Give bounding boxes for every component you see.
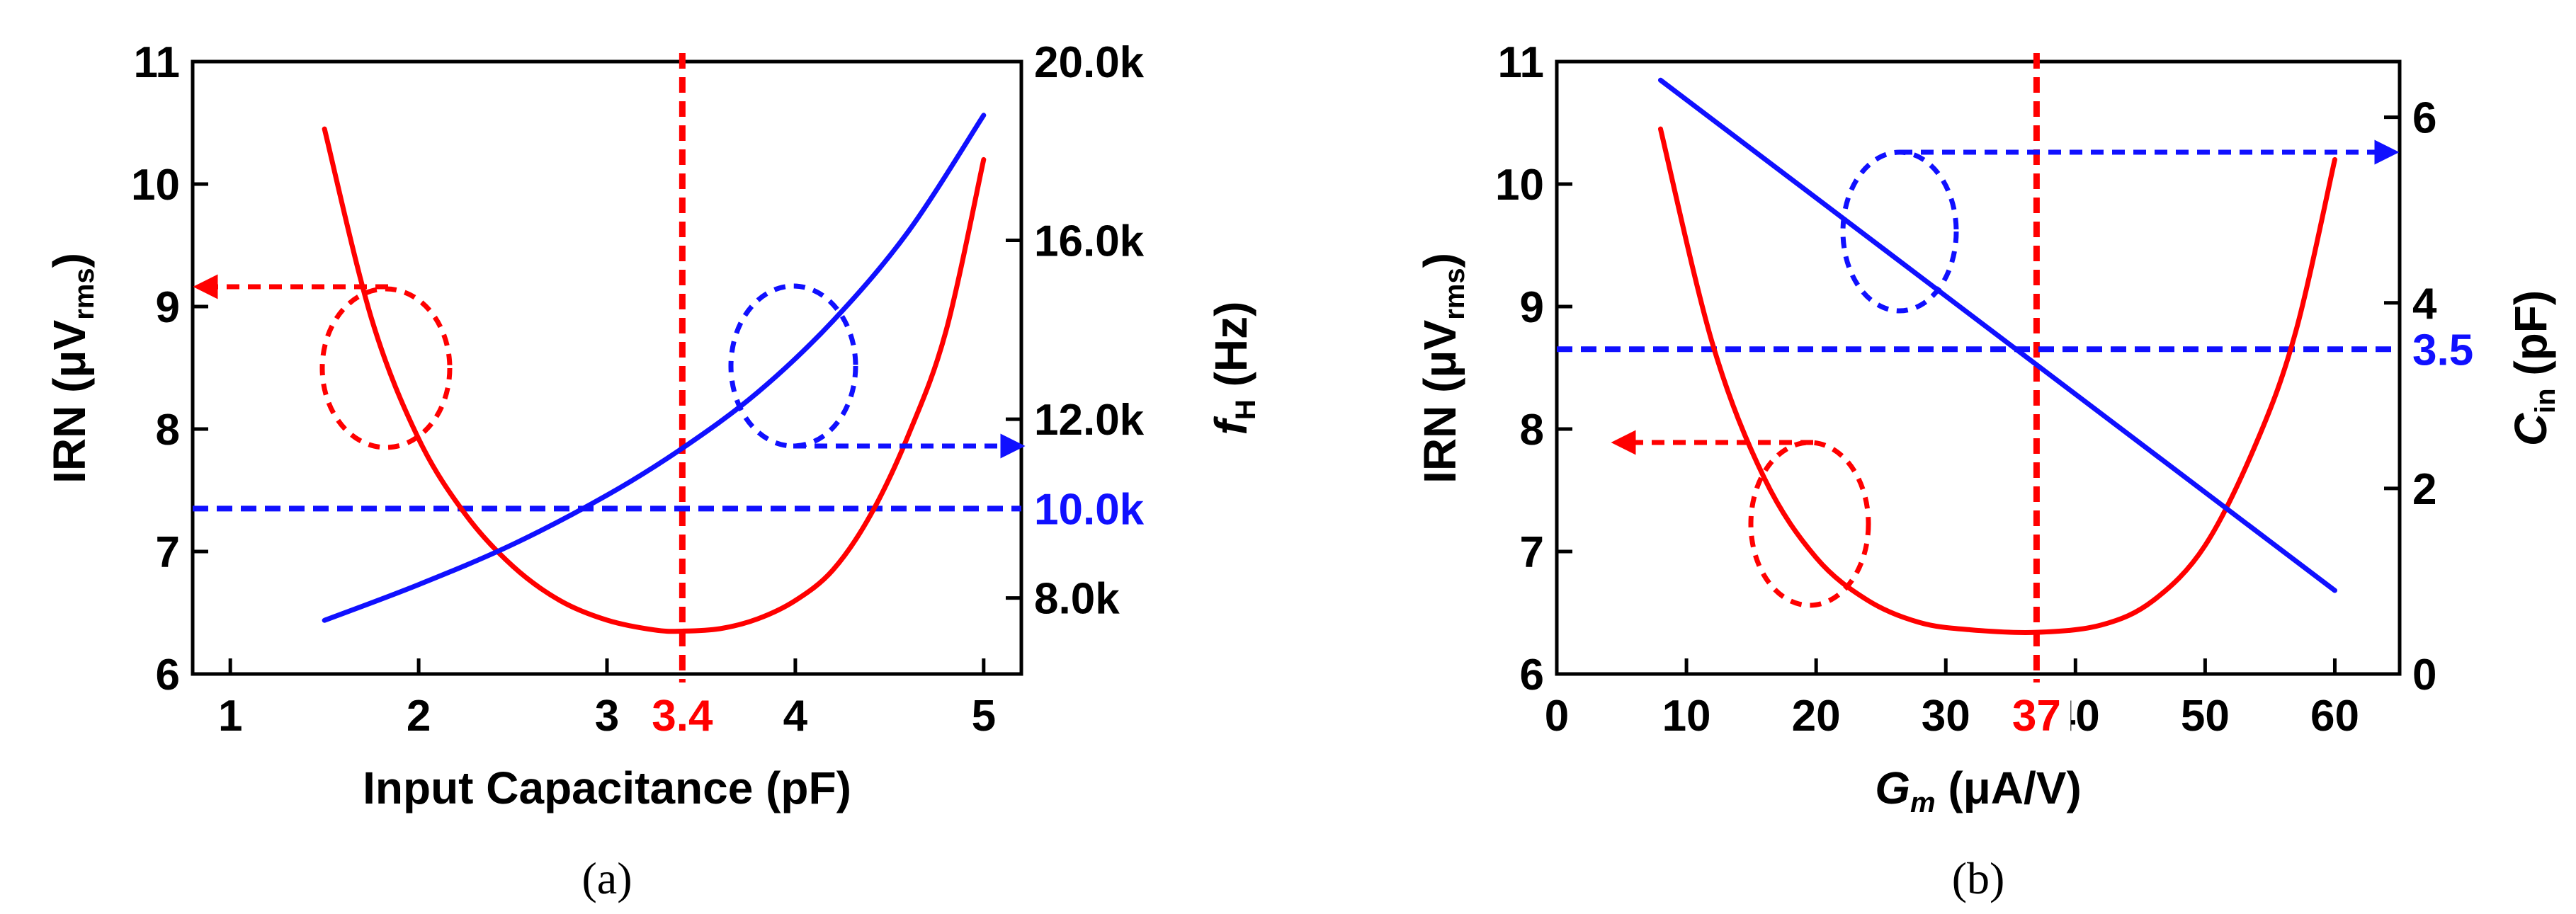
y-tick-label-left: 8 (156, 406, 180, 455)
ref-label-backdrop (648, 691, 717, 743)
y-axis-label-left-a: IRN (μVrms) (44, 253, 100, 484)
ref-label-backdrop (2002, 691, 2071, 743)
y-ticks-left-b: 6 7 8 9 10 11 (1495, 38, 1572, 699)
y-tick-label-right: 12.0k (1034, 396, 1145, 445)
panel-label-a: (a) (581, 853, 632, 903)
x-tick-label: 0 (1545, 692, 1569, 741)
x-tick-label: 20 (1792, 692, 1841, 741)
x-axis-label-a: Input Capacitance (pF) (363, 762, 851, 813)
x-ticks-b: 0 10 20 30 40 50 60 (1545, 658, 2359, 741)
y-ticks-right-b: 0 2 4 6 (2384, 94, 2437, 699)
y-ticks-right-a: 8.0k 12.0k 16.0k 20.0k (1006, 38, 1145, 624)
x-tick-label: 3 (595, 692, 619, 741)
ref-label-vertical: 37 (2012, 692, 2061, 741)
y-tick-label-left: 9 (156, 283, 180, 332)
x-tick-label: 1 (218, 692, 242, 741)
y-tick-label-left: 10 (131, 161, 180, 210)
x-tick-label: 5 (972, 692, 996, 741)
series-line-irn (1657, 126, 2337, 635)
series-b (1657, 77, 2337, 635)
series-line-irn (322, 126, 987, 634)
x-tick-label: 30 (1922, 692, 1970, 741)
y-tick-label-right: 20.0k (1034, 38, 1145, 87)
ref-label-vertical: 3.4 (652, 692, 713, 741)
x-tick-label: 2 (407, 692, 431, 741)
y-axis-label-right-a: fH (Hz) (1205, 302, 1261, 435)
y-tick-label-left: 7 (1520, 528, 1544, 577)
series-a (322, 113, 987, 634)
y-tick-label-left: 11 (1497, 38, 1544, 87)
plot-area-b (1555, 59, 2402, 676)
y-tick-label-right: 2 (2412, 465, 2436, 514)
y-axis-label-right-b: Cin (pF) (2505, 290, 2561, 446)
x-ticks-a: 1 2 3 4 5 (218, 658, 996, 741)
reference-lines-b: 373.5 (1557, 53, 2473, 743)
y-tick-label-right: 8.0k (1034, 575, 1120, 624)
fh-series-marker-ellipse (728, 283, 858, 449)
x-axis-label-b: Gm (μA/V) (1875, 762, 2082, 818)
x-tick-label: 60 (2310, 692, 2359, 741)
y-tick-label-right: 16.0k (1034, 217, 1145, 266)
x-tick-label: 10 (1662, 692, 1711, 741)
y-axis-label-left-b: IRN (μVrms) (1414, 253, 1470, 484)
ref-label-horizontal: 10.0k (1034, 485, 1145, 534)
panel-a: 1 2 3 4 5 6 7 8 9 10 11 8.0k 12.0k 16.0k 20.0k 3.4 10… (44, 38, 1261, 903)
series-line-c-in (1657, 77, 2337, 593)
x-tick-label: 4 (783, 692, 808, 741)
y-ticks-left-a: 6 7 8 9 10 11 (131, 38, 208, 699)
y-tick-label-left: 9 (1520, 283, 1544, 332)
series-line-f-h (322, 113, 987, 623)
y-tick-label-right: 0 (2412, 651, 2436, 699)
y-tick-label-right: 4 (2412, 280, 2437, 329)
y-tick-label-left: 6 (1520, 651, 1544, 699)
y-tick-label-left: 8 (1520, 406, 1544, 455)
x-tick-label: 50 (2181, 692, 2230, 741)
y-tick-label-left: 6 (156, 651, 180, 699)
y-tick-label-right: 6 (2412, 94, 2436, 143)
y-tick-label-left: 10 (1495, 161, 1544, 210)
reference-lines-a: 3.4 10.0k (193, 53, 1145, 743)
irn-series-marker-ellipse-b (1748, 440, 1871, 608)
panel-label-b: (b) (1952, 853, 2005, 903)
y-tick-label-left: 7 (156, 528, 180, 577)
y-tick-label-left: 11 (133, 38, 180, 87)
ref-label-horizontal: 3.5 (2412, 326, 2473, 375)
plot-area-a (191, 59, 1023, 676)
